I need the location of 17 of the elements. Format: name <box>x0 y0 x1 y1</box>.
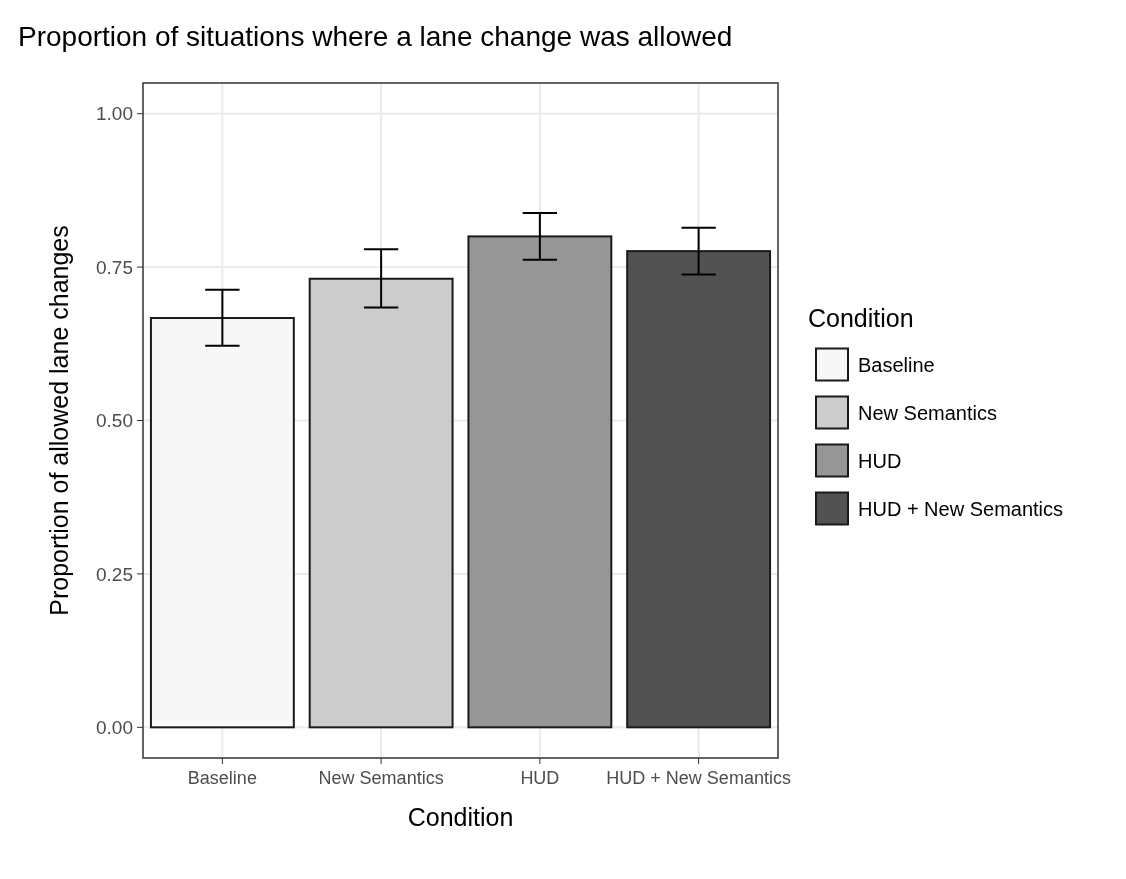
y-axis-title: Proportion of allowed lane changes <box>45 225 73 616</box>
legend-label: HUD + New Semantics <box>858 497 1064 520</box>
legend-label: New Semantics <box>858 401 997 424</box>
y-tick-label: 0.75 <box>96 256 133 278</box>
y-tick-label: 1.00 <box>96 103 133 125</box>
y-tick-label: 0.50 <box>96 410 133 432</box>
chart-title: Proportion of situations where a lane change was allowed <box>18 21 733 52</box>
x-axis-title: Condition <box>407 803 514 831</box>
y-tick-label: 0.00 <box>96 716 133 738</box>
x-tick-label: New Semantics <box>318 768 444 788</box>
legend-label: HUD <box>858 449 902 472</box>
x-tick-label: Baseline <box>187 768 257 788</box>
legend-label: Baseline <box>858 353 935 376</box>
x-tick-label: HUD <box>520 768 560 788</box>
y-tick-label: 0.25 <box>96 563 133 585</box>
x-tick-label: HUD + New Semantics <box>606 768 791 788</box>
legend-title: Condition <box>808 303 914 332</box>
